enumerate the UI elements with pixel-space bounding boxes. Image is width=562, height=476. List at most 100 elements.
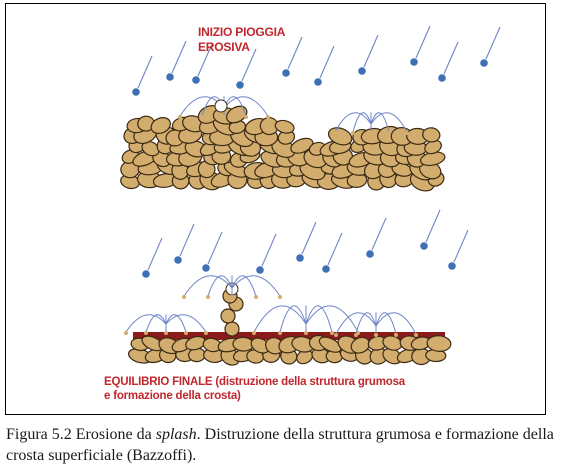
raindrop (366, 250, 374, 258)
splash-arc (355, 312, 377, 335)
soil-particle (204, 331, 208, 335)
splash-arc (231, 275, 257, 297)
rain-streak (319, 45, 335, 79)
soil-particle (405, 131, 409, 135)
soil-particle (351, 131, 355, 135)
soil-particle (206, 295, 210, 299)
rain-streak (485, 26, 501, 60)
splash-arc (183, 275, 233, 297)
raindrop (142, 270, 150, 278)
raindrop (174, 256, 182, 264)
soil-aggregate (274, 119, 295, 134)
splash-arc (231, 275, 281, 297)
soil-particle (387, 131, 391, 135)
soil-particle (278, 295, 282, 299)
soil-particle (252, 331, 256, 335)
splash-arc (165, 314, 207, 333)
raindrop (314, 78, 322, 86)
soil-aggregate (141, 140, 160, 157)
raindrop (236, 81, 244, 89)
splash-arc (375, 312, 397, 335)
soil-particle (330, 331, 334, 335)
label-start-line1: INIZIO PIOGGIA (198, 25, 286, 39)
raindrop (410, 58, 418, 66)
label-final-equilibrium: EQUILIBRIO FINALE (distruzione della str… (104, 375, 405, 403)
rain-streak (287, 36, 303, 70)
drop-impact-crown (214, 99, 228, 113)
label-start-line2: EROSIVA (198, 40, 250, 54)
raindrops-bottom (142, 209, 469, 278)
rain-streak (171, 40, 187, 74)
rain-streak (137, 55, 153, 89)
splash-arc (352, 112, 372, 133)
rain-streak (443, 41, 459, 75)
raindrop (438, 74, 446, 82)
splash-arc (305, 305, 333, 333)
rain-streak (425, 209, 441, 243)
label-final-line1: EQUILIBRIO FINALE (distruzione della str… (104, 376, 406, 388)
soil-particle (266, 115, 270, 119)
rain-streak (207, 231, 223, 265)
soil-particle (333, 131, 337, 135)
splash-arc (125, 314, 167, 333)
soil-particle (244, 115, 248, 119)
soil-particle (178, 115, 182, 119)
rain-streak (179, 223, 195, 257)
soil-aggregates-top (120, 104, 446, 192)
raindrop (296, 254, 304, 262)
raindrop (192, 76, 200, 84)
soil-particle (144, 331, 148, 335)
splash-erosion-diagram (120, 25, 501, 366)
soil-aggregate (318, 336, 342, 353)
splash-arc (223, 96, 269, 117)
rain-streak (327, 232, 343, 266)
raindrop (282, 69, 290, 77)
raindrop (202, 264, 210, 272)
splash-arc (335, 312, 377, 335)
raindrop (166, 73, 174, 81)
soil-particle (394, 333, 398, 337)
figure-caption: Figura 5.2 Erosione da splash. Distruzio… (6, 424, 556, 466)
splash-arcs-bottom (124, 275, 418, 337)
raindrop (420, 242, 428, 250)
crust-layer (133, 332, 445, 340)
soil-aggregates-bottom (127, 282, 452, 366)
soil-aggregate (226, 105, 248, 124)
splash-arc (207, 275, 233, 297)
rain-streak (261, 233, 277, 267)
soil-aggregate (220, 308, 236, 324)
raindrop (358, 67, 366, 75)
caption-italic-term: splash (155, 426, 197, 443)
soil-particle (304, 331, 308, 335)
soil-particle (278, 331, 282, 335)
splash-arcs-top (178, 96, 409, 135)
splash-arc (370, 112, 408, 133)
splash-arc (305, 305, 359, 333)
rain-streak (301, 221, 317, 255)
caption-prefix: Figura 5.2 Erosione da (6, 426, 156, 443)
splash-arc (375, 312, 417, 335)
raindrop (132, 88, 140, 96)
soil-particle (222, 115, 226, 119)
rain-streak (197, 43, 213, 77)
soil-particle (184, 331, 188, 335)
figure-frame: INIZIO PIOGGIA EROSIVA EQUILIBRIO FINALE… (5, 3, 546, 415)
splash-arc (145, 314, 167, 333)
soil-particle (354, 333, 358, 337)
soil-aggregate (290, 137, 314, 154)
soil-particle (200, 115, 204, 119)
raindrop (322, 265, 330, 273)
raindrops-top (132, 25, 501, 96)
soil-particle (334, 333, 338, 337)
raindrop (256, 266, 264, 274)
soil-aggregate (150, 117, 171, 135)
caption-suffix: . Distruzione della struttura grumosa e … (6, 426, 554, 464)
soil-aggregate (422, 127, 441, 143)
raindrop (448, 262, 456, 270)
splash-arc (370, 112, 390, 133)
surface-crust (133, 332, 445, 340)
soil-particle (374, 333, 378, 337)
splash-arc (334, 112, 372, 133)
soil-aggregate (426, 335, 452, 352)
soil-particle (182, 295, 186, 299)
